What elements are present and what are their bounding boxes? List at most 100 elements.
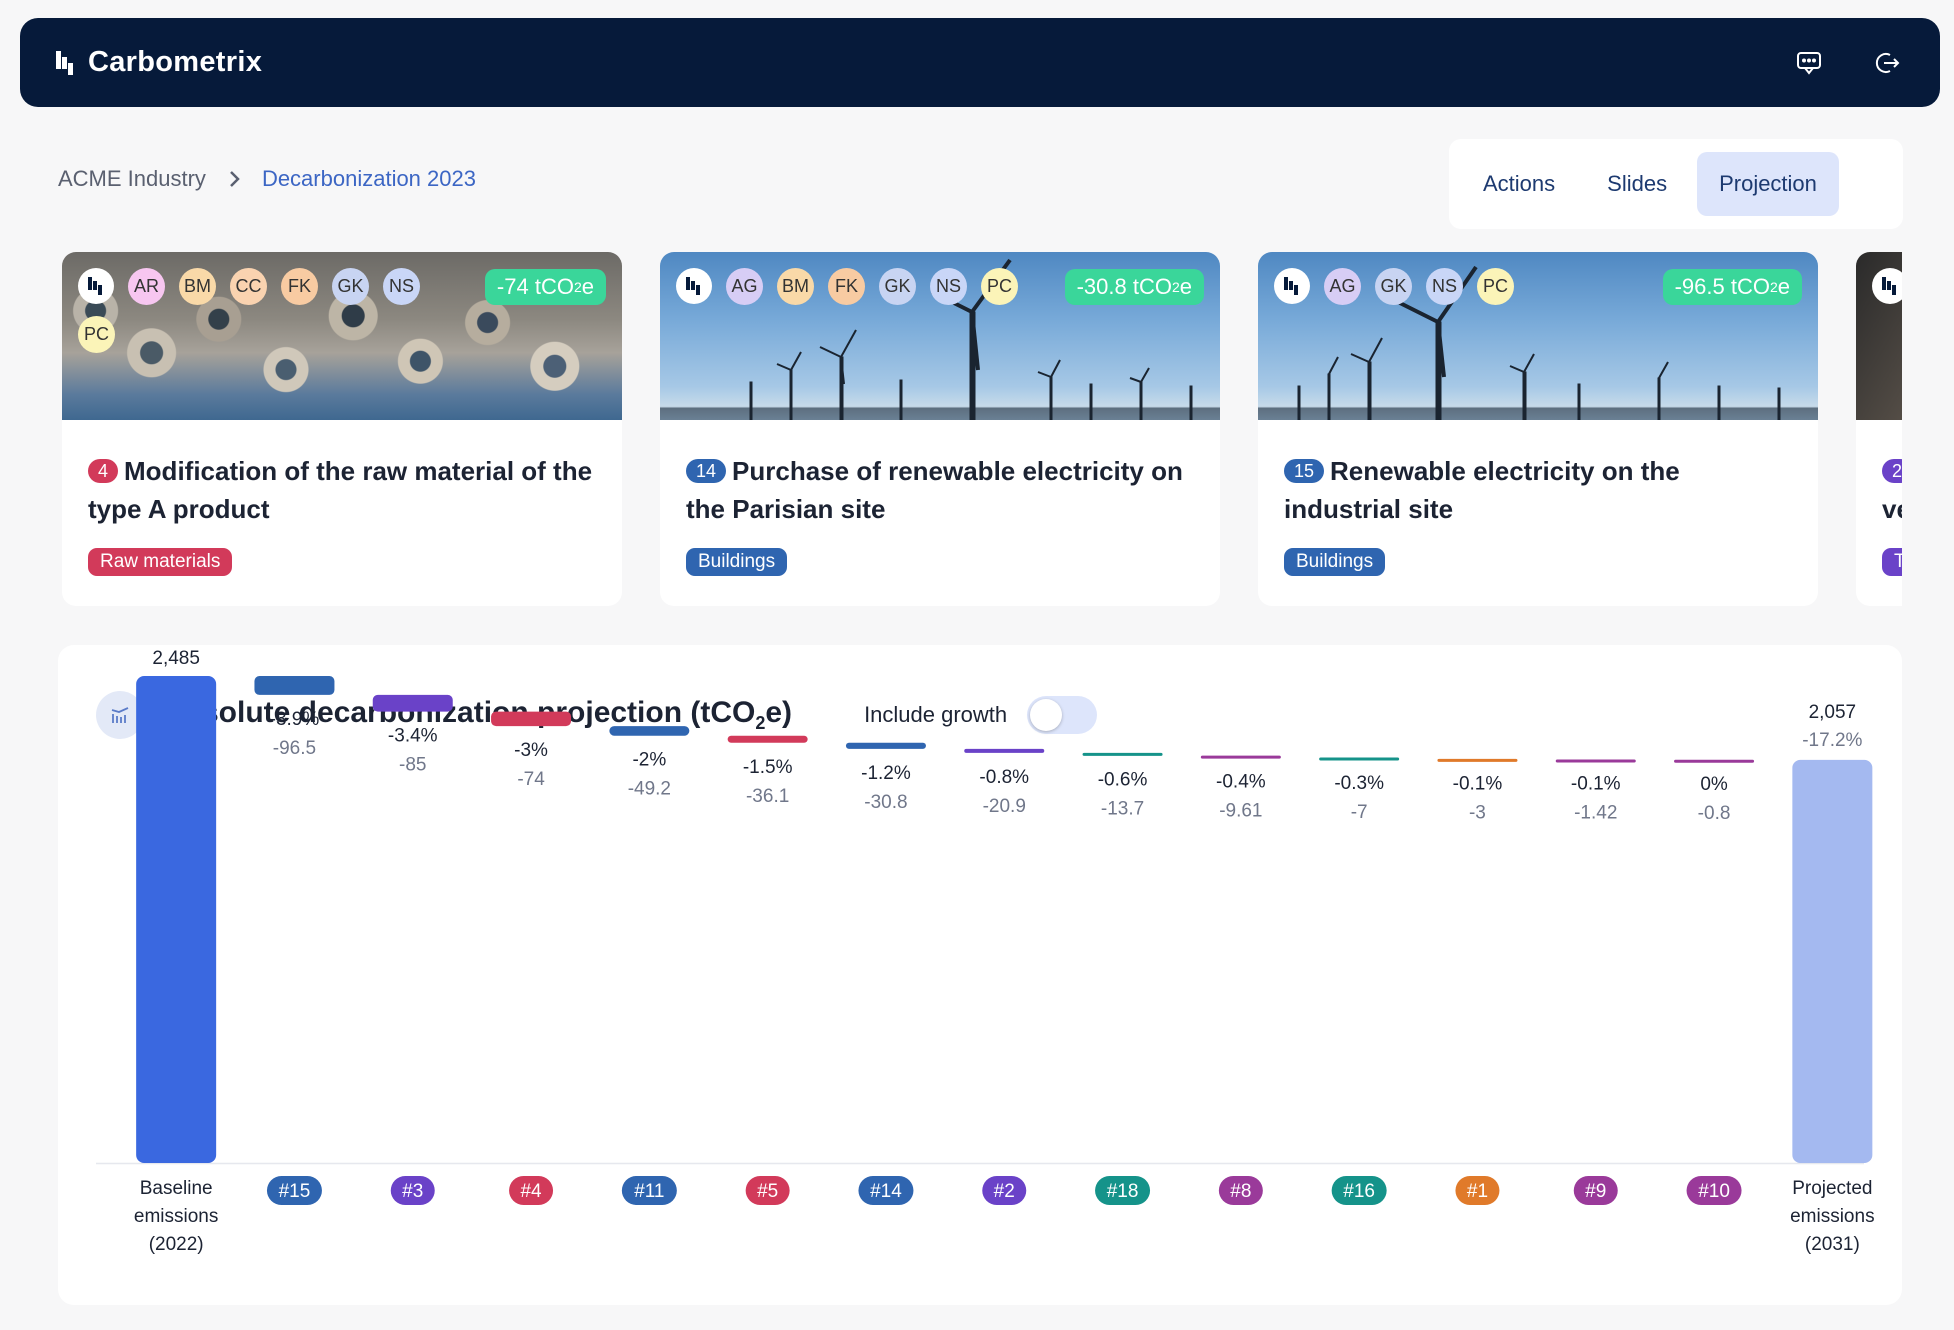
card-image-pipes: AR BM CC FK GK NS PC -74 tCO 2 e (62, 252, 622, 420)
action-id-label: #8 (1230, 1181, 1251, 1202)
avatar: FK (281, 268, 318, 305)
waterfall-step-bar (845, 742, 926, 749)
action-number-badge: 2 (1882, 459, 1902, 483)
step-value-label: -49.2 (628, 779, 671, 800)
action-id-pill (1573, 1176, 1618, 1205)
action-id-pill (621, 1176, 677, 1205)
card-image-wind-turbines: AG BM FK GK NS PC -30.8 tCO 2 e (660, 252, 1220, 420)
avatar: AG (726, 268, 763, 305)
avatar: PC (78, 316, 115, 353)
toggle-knob (1030, 699, 1063, 731)
baseline-axis-label: (2022) (149, 1234, 204, 1255)
waterfall-step-bar (491, 711, 572, 727)
waterfall-step-bar (609, 726, 690, 736)
card-title: 2ve (1882, 452, 1902, 528)
baseline-axis-label: Baseline (140, 1178, 213, 1199)
tab-actions[interactable]: Actions (1483, 171, 1556, 196)
step-value-label: -20.9 (983, 796, 1026, 817)
carbometrix-badge-icon (1872, 268, 1902, 304)
waterfall-step-bar (964, 748, 1045, 753)
action-id-label: #11 (634, 1181, 664, 1202)
action-card[interactable]: 2ve T (1856, 252, 1902, 606)
projection-panel: Absolute decarbonization projection (tCO… (58, 645, 1902, 1305)
avatar: NS (383, 268, 420, 305)
step-percent-label: -3.4% (388, 726, 438, 747)
tab-projection[interactable]: Projection (1697, 152, 1839, 216)
waterfall-step-bar (1437, 758, 1518, 762)
action-id-label: #2 (994, 1181, 1015, 1202)
projected-axis-label: Projected (1792, 1178, 1872, 1199)
category-tag: T (1882, 548, 1902, 576)
avatar: PC (981, 268, 1018, 305)
step-percent-label: -0.6% (1098, 770, 1148, 791)
action-id-pill (1455, 1176, 1500, 1205)
action-number-badge: 4 (88, 459, 119, 483)
carbometrix-badge-icon (1274, 268, 1310, 304)
action-id-label: #4 (520, 1181, 542, 1202)
projected-axis-label: emissions (1790, 1206, 1874, 1227)
step-value-label: -0.8 (1698, 803, 1731, 824)
avatar: GK (879, 268, 916, 305)
co2-reduction-pill: -74 tCO 2 e (484, 269, 606, 305)
avatar: BM (777, 268, 814, 305)
action-id-label: #16 (1343, 1181, 1375, 1202)
avatar: AG (1324, 268, 1361, 305)
baseline-axis-label: emissions (134, 1206, 218, 1227)
step-value-label: -85 (399, 755, 426, 776)
action-card[interactable]: AR BM CC FK GK NS PC -74 tCO 2 e 4 Modifica… (62, 252, 622, 606)
avatar: GK (332, 268, 369, 305)
action-id-pill (745, 1176, 790, 1205)
include-growth-toggle[interactable] (1027, 696, 1098, 734)
action-id-label: #18 (1107, 1181, 1139, 1202)
avatar: PC (1477, 268, 1514, 305)
waterfall-step-bar (372, 694, 453, 712)
wind-turbines-illustration (1297, 265, 1781, 420)
breadcrumb-current[interactable]: Decarbonization 2023 (261, 166, 476, 191)
step-percent-label: -0.1% (1453, 773, 1503, 794)
waterfall-step-bar (1674, 759, 1755, 763)
step-percent-label: -1.5% (743, 757, 793, 778)
card-image-wind-turbines: AG GK NS PC -96.5 tCO 2 e (1258, 252, 1818, 420)
action-id-pill (390, 1176, 435, 1205)
avatar: NS (1426, 268, 1463, 305)
action-id-label: #3 (402, 1181, 423, 1202)
app-logo[interactable]: Carbometrix (56, 46, 262, 79)
baseline-bar (136, 676, 217, 1163)
step-percent-label: -0.1% (1571, 774, 1621, 795)
step-percent-label: -0.8% (979, 767, 1029, 788)
step-percent-label: -0.4% (1216, 771, 1266, 792)
bar-chart-icon (96, 691, 144, 739)
step-percent-label: 0% (1700, 774, 1728, 795)
waterfall-step-bar (1319, 757, 1400, 761)
action-card[interactable]: AG BM FK GK NS PC -30.8 tCO 2 e 14 Purchase… (660, 252, 1220, 606)
category-tag: Buildings (1284, 548, 1386, 576)
chevron-right-icon (230, 171, 240, 187)
projected-axis-label: (2031) (1805, 1234, 1860, 1255)
feedback-icon[interactable] (1792, 46, 1826, 80)
avatar: CC (230, 268, 267, 305)
co2-reduction-pill: -30.8 tCO 2 e (1064, 269, 1204, 305)
step-percent-label: -2% (632, 750, 666, 771)
logout-icon[interactable] (1870, 46, 1904, 80)
card-title: 4 Modification of the raw material of the… (88, 456, 593, 524)
include-growth-label: Include growth (864, 702, 1008, 727)
step-value-label: -13.7 (1101, 799, 1144, 820)
action-cards-row: AR BM CC FK GK NS PC -74 tCO 2 e 4 Modifica… (62, 252, 1902, 606)
action-card[interactable]: AG GK NS PC -96.5 tCO 2 e 15 Renewable elec… (1258, 252, 1818, 606)
action-id-pill (509, 1176, 554, 1205)
app-name: Carbometrix (88, 46, 263, 78)
avatar: AR (128, 268, 165, 305)
action-id-label: #15 (279, 1181, 311, 1202)
carbometrix-badge-icon (78, 268, 114, 304)
projected-value-label: 2,057 (1809, 702, 1857, 723)
carbometrix-badge-icon (676, 268, 712, 304)
tab-slides[interactable]: Slides (1607, 171, 1668, 196)
waterfall-step-bar (1082, 752, 1163, 756)
waterfall-step-bar (1555, 759, 1636, 763)
panel-title: Absolute decarbonization projection (tCO… (162, 696, 793, 733)
action-id-label: #5 (757, 1181, 778, 1202)
breadcrumb-root[interactable]: ACME Industry (58, 166, 206, 191)
action-id-label: #10 (1698, 1181, 1730, 1202)
action-id-pill (982, 1176, 1027, 1205)
action-id-label: #1 (1467, 1181, 1488, 1202)
